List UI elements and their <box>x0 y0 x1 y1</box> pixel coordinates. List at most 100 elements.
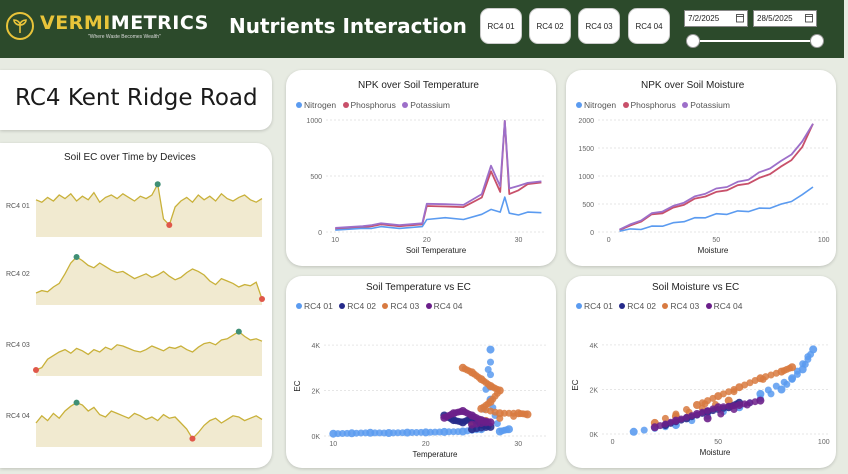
x-axis-label: Temperature <box>413 450 458 459</box>
y-tick-label: 500 <box>310 174 322 181</box>
x-tick-label: 20 <box>422 441 430 448</box>
ec-over-time-card: Soil EC over Time by Devices RC4 01 RC4 0… <box>0 143 272 468</box>
x-tick-label: 10 <box>331 237 339 244</box>
ec-min-marker <box>189 435 196 442</box>
scatter-point <box>730 406 738 413</box>
ec-min-marker <box>259 296 265 302</box>
ec-min-marker <box>166 222 173 228</box>
scatter-point <box>799 360 807 368</box>
chart-title: Soil Temperature vs EC <box>366 282 471 293</box>
x-axis-label: Moisture <box>700 448 731 457</box>
npk-line-nitrogen <box>335 196 542 231</box>
x-tick-label: 100 <box>818 439 830 446</box>
scatter-point <box>468 420 476 429</box>
start-date-input[interactable]: 7/2/2025 <box>684 10 748 27</box>
legend-item: Potassium <box>690 100 730 110</box>
legend-item: Phosphorus <box>350 100 396 110</box>
ec-area-1 <box>36 257 262 305</box>
device-button-rc4-04[interactable]: RC4 04 <box>628 8 670 44</box>
scatter-point <box>809 345 818 354</box>
ec-row-label: RC4 02 <box>6 271 30 278</box>
scatter-point <box>764 386 772 394</box>
scatter-point <box>756 396 765 405</box>
scatter-point <box>629 427 638 436</box>
date-range-slider-track[interactable] <box>692 40 816 42</box>
legend-item: Nitrogen <box>584 100 617 110</box>
chart-title: Soil EC over Time by Devices <box>64 152 196 163</box>
scatter-point <box>717 410 725 418</box>
npk-temp-chart: 0 500 1000 10 20 30 Soil Temperature <box>306 118 546 255</box>
device-button-rc4-02[interactable]: RC4 02 <box>529 8 571 44</box>
chart-legend: Nitrogen Phosphorus Potassium <box>296 100 450 110</box>
scatter-point <box>772 382 780 390</box>
y-tick-label: 0K <box>311 434 320 441</box>
chart-title: NPK over Soil Moisture <box>641 80 745 91</box>
calendar-icon[interactable] <box>805 13 813 23</box>
y-axis-label: EC <box>293 380 302 391</box>
device-button-rc4-03[interactable]: RC4 03 <box>578 8 620 44</box>
scatter-point <box>743 401 751 409</box>
scatter-point <box>704 407 712 415</box>
scatter-point <box>741 381 749 389</box>
scatter-point <box>719 403 727 411</box>
scatter-point <box>698 408 706 416</box>
logo-tagline: "Where Waste Becomes Wealth" <box>88 33 161 40</box>
scatter-point <box>788 363 797 372</box>
chart-legend: RC4 01 RC4 02 RC4 03 RC4 04 <box>576 301 742 311</box>
end-date-input[interactable]: 28/5/2025 <box>753 10 817 27</box>
x-tick-label: 30 <box>515 237 523 244</box>
start-date-value: 7/2/2025 <box>688 14 720 23</box>
ec-over-time-chart: RC4 01 RC4 02 RC4 03 RC4 04 <box>6 181 265 447</box>
ec-line-0 <box>35 182 263 227</box>
scatter-point <box>793 367 801 375</box>
x-axis-label: Soil Temperature <box>406 246 467 255</box>
device-button-rc4-01[interactable]: RC4 01 <box>480 8 522 44</box>
scatter-point <box>656 422 664 430</box>
chart-title: Soil Moisture vs EC <box>652 282 740 293</box>
y-tick-label: 0K <box>589 432 598 439</box>
legend-item: RC4 02 <box>627 301 657 311</box>
y-tick-label: 500 <box>582 202 594 209</box>
legend-item: Phosphorus <box>630 100 676 110</box>
scatter-point <box>487 358 494 366</box>
scatter-point <box>703 414 712 423</box>
y-tick-label: 2000 <box>578 118 594 125</box>
npk-temp-card: NPK over Soil Temperature Nitrogen Phosp… <box>286 70 556 266</box>
y-tick-label: 1000 <box>578 174 594 181</box>
legend-item: RC4 04 <box>433 301 463 311</box>
calendar-icon[interactable] <box>736 13 744 23</box>
scatter-point <box>505 425 513 434</box>
plant-icon <box>6 12 34 40</box>
logo: VERMIMETRICS "Where Waste Becomes Wealth… <box>6 12 209 40</box>
scatter-point <box>724 396 733 405</box>
x-tick-label: 50 <box>712 237 720 244</box>
y-tick-label: 1000 <box>306 118 322 125</box>
site-title-card: RC4 Kent Ridge Road <box>0 70 272 130</box>
scatter-point <box>725 402 733 410</box>
date-range-slider-end-handle[interactable] <box>810 34 824 48</box>
npk-line-potassium <box>619 123 814 231</box>
npk-line-phosphorus <box>619 123 814 231</box>
chart-legend: RC4 01 RC4 02 RC4 03 RC4 04 <box>296 301 462 311</box>
ec-max-marker <box>73 254 80 260</box>
legend-item: RC4 01 <box>304 301 333 311</box>
scatter-point <box>756 389 765 398</box>
legend-item: RC4 04 <box>713 301 743 311</box>
x-tick-label: 0 <box>611 439 615 446</box>
ec-row-label: RC4 03 <box>6 342 30 349</box>
ec-area-2 <box>36 331 262 376</box>
chart-legend: Nitrogen Phosphorus Potassium <box>576 100 730 110</box>
x-tick-label: 100 <box>818 237 830 244</box>
ec-row-label: RC4 04 <box>6 413 30 420</box>
y-tick-label: 1500 <box>578 146 594 153</box>
temp-ec-chart: 0K 2K 4K 10 20 30 Temperature EC <box>293 343 546 459</box>
ec-max-marker <box>73 399 80 406</box>
x-tick-label: 0 <box>607 237 611 244</box>
ec-max-marker <box>235 328 242 335</box>
ec-min-marker <box>33 367 39 373</box>
npk-moisture-card: NPK over Soil Moisture Nitrogen Phosphor… <box>566 70 836 266</box>
scatter-point <box>788 374 797 383</box>
scatter-point <box>730 388 738 396</box>
ec-line-3 <box>35 401 263 440</box>
date-range-slider-start-handle[interactable] <box>686 34 700 48</box>
